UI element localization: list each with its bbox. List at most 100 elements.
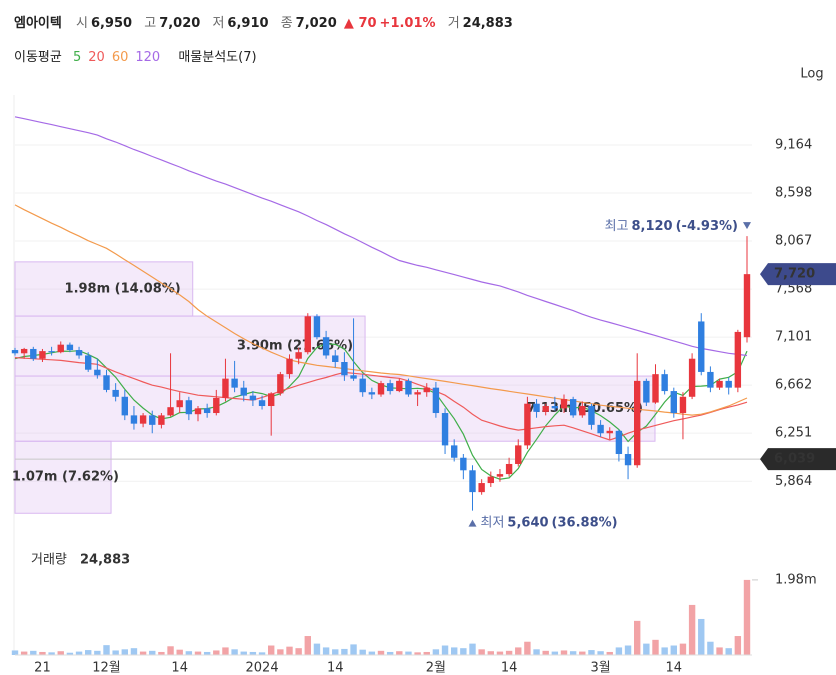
volume-bar: [588, 650, 595, 655]
candle-body: [368, 392, 376, 395]
x-tick-label: 14: [666, 661, 683, 675]
volume-profile-label: 1.98m (14.08%): [65, 281, 181, 296]
volume-bar: [341, 648, 348, 655]
candle-body: [661, 374, 668, 392]
legend-entry[interactable]: 5: [72, 50, 82, 65]
volume-bar: [743, 579, 751, 655]
candle-body: [130, 415, 138, 424]
candle-body: [240, 387, 247, 396]
volume-bar: [423, 651, 430, 655]
candle-body: [533, 403, 540, 412]
candle-body: [405, 380, 412, 395]
volume-profile-bar: [14, 261, 194, 317]
volume-bar: [542, 650, 549, 655]
volume-bar: [20, 651, 28, 655]
scale-label: Log: [800, 67, 823, 82]
volume-bar: [185, 651, 193, 655]
candle-body: [560, 399, 568, 409]
candle-body: [624, 454, 632, 466]
volume-bar: [85, 650, 92, 655]
volume-bar: [496, 651, 504, 655]
volume-bar: [158, 651, 165, 655]
volume-bar: [386, 651, 394, 655]
candle-body: [85, 355, 92, 370]
volume-bar: [286, 646, 293, 655]
y-tick-label: 9,164: [775, 137, 812, 152]
x-tick-label: 14: [501, 661, 518, 675]
volume-bar: [707, 641, 714, 655]
low-marker: [468, 519, 477, 527]
candle-body: [615, 430, 623, 455]
volume-bar: [48, 652, 55, 655]
profile-label[interactable]: 매물분석도(7): [178, 50, 257, 65]
candle-body: [222, 378, 229, 398]
candle-body: [597, 424, 604, 434]
volume-bar: [277, 649, 284, 655]
candle-body: [688, 358, 696, 397]
label: 종: [280, 16, 293, 31]
volume-bar: [414, 652, 421, 655]
volume-bar: [560, 650, 568, 655]
volume-bar: [716, 647, 723, 655]
volume-bar: [240, 651, 247, 655]
volume-bar: [194, 651, 202, 655]
value: 6,910: [227, 16, 269, 31]
volume-bar: [75, 651, 83, 655]
volume-bar: [688, 604, 696, 655]
high-marker-change: (-4.93%): [676, 219, 738, 234]
volume-bar: [396, 651, 403, 655]
volume-bar: [597, 651, 604, 655]
candle-body: [643, 380, 650, 403]
legend-entry[interactable]: 60: [111, 50, 129, 65]
price-tag: [760, 263, 836, 286]
volume-profile-bar: [14, 440, 112, 514]
candle-body: [332, 355, 339, 363]
volume-bar: [643, 643, 650, 655]
candle-body: [295, 352, 302, 359]
candle-body: [139, 415, 147, 424]
volume-bar: [551, 651, 559, 655]
volume-bar: [249, 651, 257, 655]
legend-entry[interactable]: 120: [135, 50, 161, 65]
candle-body: [167, 407, 174, 416]
candle-body: [505, 463, 513, 475]
quote-header: 엠아이텍 시 6,950 고 7,020 저 6,910 종 7,020 ▲ 70 +1.…: [14, 12, 516, 31]
candle-body: [277, 374, 284, 394]
ma-label[interactable]: 이동평균: [14, 50, 62, 65]
moving-average: [14, 357, 748, 441]
y-tick-label: 6,251: [775, 426, 812, 441]
x-tick-label: 14: [171, 661, 188, 675]
volume-bar: [359, 649, 366, 655]
volume-bar: [176, 649, 183, 655]
legend-entry[interactable]: 20: [88, 50, 105, 65]
candle-body: [396, 380, 403, 392]
indicator-bar: 이동평균 5 20 60 120 매물분석도(7): [14, 46, 260, 65]
volume-bar: [451, 647, 458, 655]
candle-body: [551, 406, 559, 409]
x-tick-label: 14: [327, 661, 344, 675]
candle-body: [542, 406, 549, 412]
candle-body: [423, 387, 430, 393]
volume-bar: [268, 645, 275, 655]
y-tick-label: 8,067: [775, 234, 812, 249]
candle-body: [460, 457, 467, 471]
ma-legend: 5 20 60 120: [69, 50, 163, 65]
volume-bar: [222, 647, 229, 655]
volume-bar: [634, 620, 641, 655]
candle-body: [313, 316, 321, 338]
value: 7,020: [159, 16, 201, 31]
volume-bar: [652, 639, 659, 655]
candle-body: [386, 383, 394, 392]
candle-body: [350, 375, 357, 379]
volume-bar: [487, 651, 494, 655]
candle-body: [377, 383, 385, 395]
volume-value: 24,883: [80, 553, 130, 568]
y-tick-label: 7,101: [775, 330, 812, 345]
volume-bar: [258, 652, 266, 655]
high-marker-label: 최고 8,120 (-4.93%): [605, 219, 738, 234]
volume-bar: [725, 648, 732, 655]
high-marker: [743, 222, 751, 230]
candle-body: [213, 397, 220, 414]
change-pct: +1.01%: [379, 16, 436, 31]
